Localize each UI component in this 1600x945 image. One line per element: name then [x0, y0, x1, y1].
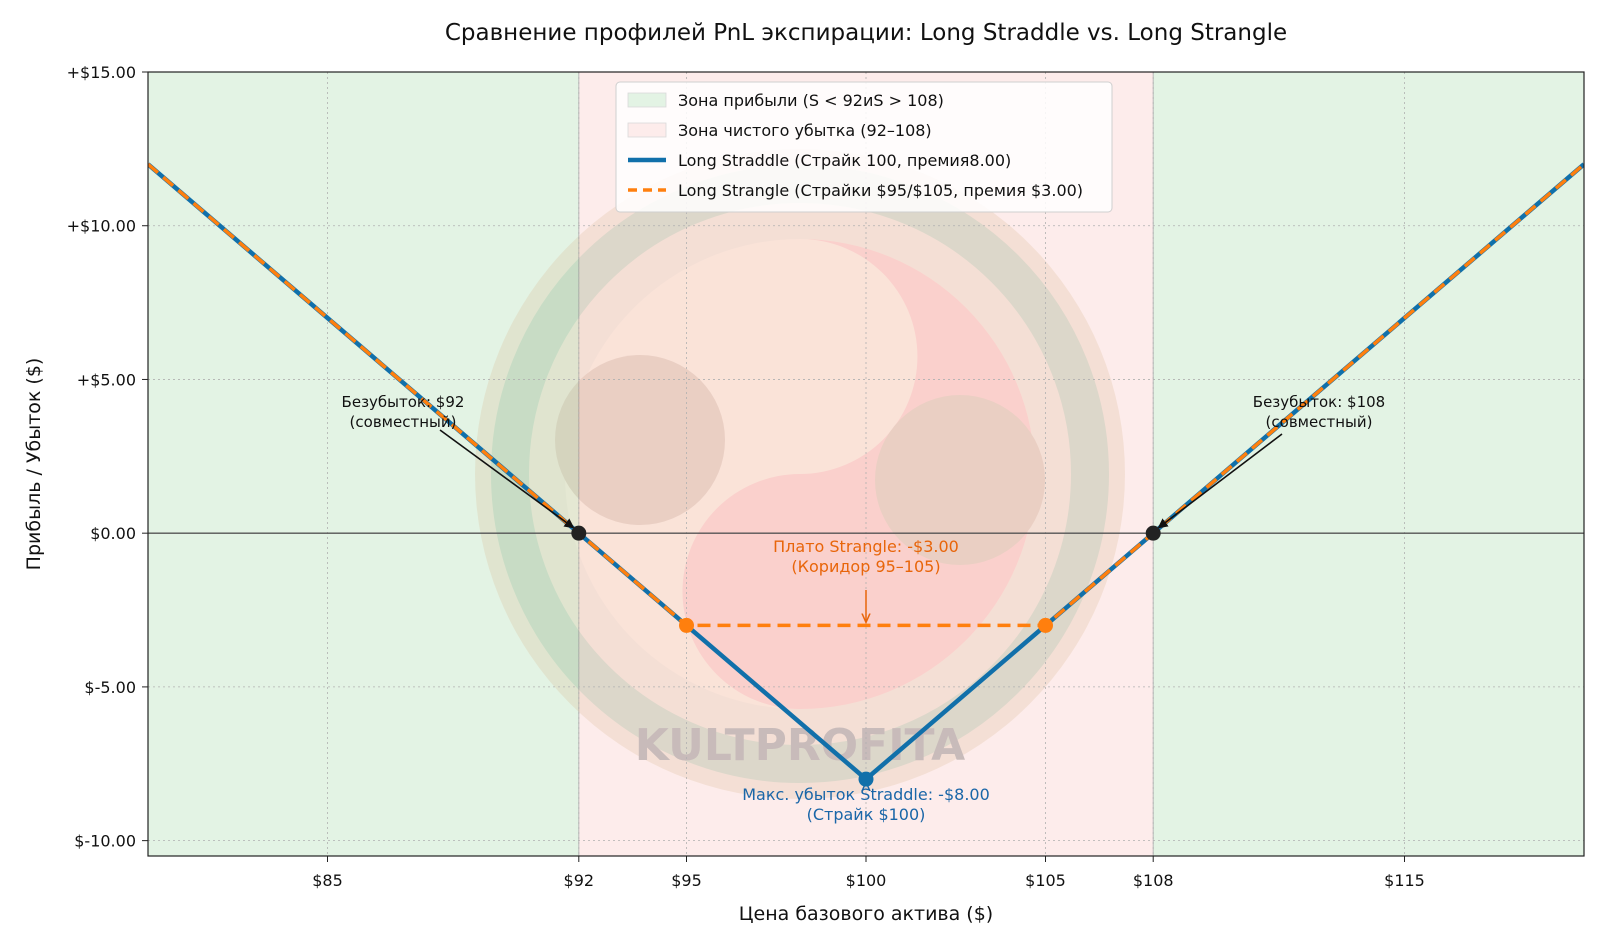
point-marker-3: [1038, 617, 1053, 633]
x-tick-label-6: $115: [1384, 871, 1425, 890]
annotation-3-line-1: (Страйк $100): [807, 805, 926, 824]
y-tick-label-3: +$5.00: [77, 370, 136, 389]
zone-0-1: [1153, 72, 1584, 856]
chart-title: Сравнение профилей PnL экспирации: Long …: [445, 20, 1287, 46]
y-axis-label: Прибыль / Убыток ($): [23, 358, 45, 571]
markers-layer: [571, 525, 1161, 787]
point-marker-4: [858, 771, 874, 787]
y-tick-label-5: +$15.00: [67, 63, 136, 82]
annotation-2-line-0: Плато Strangle: -$3.00: [773, 537, 959, 556]
annotation-arrow-0: [439, 429, 575, 529]
annotation-1-line-0: Безубыток: $108: [1253, 393, 1385, 411]
x-tick-label-0: $85: [312, 871, 343, 890]
axis-ticks: $85 $92 $95 $100 $105 $108 $115 $-10.00 $-5.00 $0…: [67, 63, 1425, 890]
y-tick-label-0: $-10.00: [74, 832, 136, 851]
legend-swatch-0: [627, 92, 667, 108]
y-tick-label-4: +$10.00: [67, 217, 136, 236]
legend-label-0: Зона прибыли (S < 92иS > 108): [678, 91, 944, 110]
x-tick-label-4: $105: [1025, 871, 1066, 890]
x-tick-label-3: $100: [846, 871, 887, 890]
point-marker-0: [571, 525, 587, 541]
annotation-0-line-0: Безубыток: $92: [342, 393, 465, 411]
annotation-2-line-1: (Коридор 95–105): [791, 557, 940, 576]
series-line-1: [148, 162, 1584, 628]
legend-label-2: Long Straddle (Страйк 100, премия8.00): [678, 151, 1011, 170]
y-tick-label-1: $-5.00: [84, 678, 136, 697]
annotation-arrow-1: [1157, 433, 1283, 529]
annotation-0-line-1: (совместный): [350, 413, 457, 431]
legend-label-3: Long Strangle (Страйки $95/$105, премия …: [678, 181, 1083, 200]
x-tick-label-5: $108: [1133, 871, 1174, 890]
annotation-3-line-0: Макс. убыток Straddle: -$8.00: [742, 785, 990, 804]
zone-0-0: [148, 72, 579, 856]
point-marker-1: [1145, 525, 1161, 541]
annotations-layer: Безубыток: $92 (совместный) Безубыток: $10…: [342, 393, 1386, 824]
watermark-text: KULTPROFITA: [635, 720, 965, 771]
point-marker-2: [679, 617, 694, 633]
annotation-1-line-1: (совместный): [1266, 413, 1373, 431]
watermark-logo: KULTPROFITA: [475, 149, 1125, 799]
x-axis-label: Цена базового актива ($): [739, 903, 993, 925]
legend-swatch-1: [627, 122, 667, 138]
legend-label-1: Зона чистого убытка (92–108): [678, 121, 932, 140]
legend-box: [615, 81, 1113, 213]
y-tick-label-2: $0.00: [90, 524, 136, 543]
legend: Зона прибыли (S < 92иS > 108) Зона чистог…: [615, 81, 1113, 213]
x-tick-label-2: $95: [671, 871, 702, 890]
x-tick-label-1: $92: [564, 871, 595, 890]
